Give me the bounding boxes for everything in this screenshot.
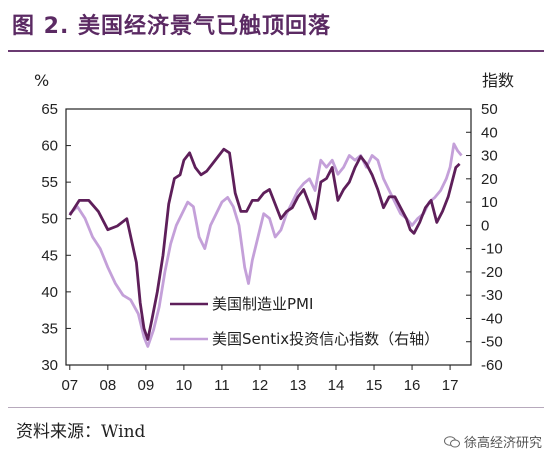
left-tick-label: 65 xyxy=(41,101,58,118)
right-tick-label: 50 xyxy=(481,101,498,118)
x-tick-label: 15 xyxy=(366,377,383,394)
right-axis-ticks: -60 -50 -40 -30 -20 -10 0 10 20 30 40 50 xyxy=(466,101,503,374)
title-divider xyxy=(8,50,544,52)
source-note: 资料来源：Wind xyxy=(16,422,146,442)
left-tick-label: 45 xyxy=(41,247,58,264)
right-tick-label: 20 xyxy=(481,171,498,188)
right-tick-label: -20 xyxy=(481,264,503,281)
right-tick-label: -60 xyxy=(481,357,503,374)
watermark: 徐高经济研究 xyxy=(443,432,542,451)
sentix-series-line xyxy=(68,142,463,348)
x-tick-label: 14 xyxy=(328,377,345,394)
x-axis-ticks: 07 08 09 10 11 12 13 14 15 16 17 xyxy=(61,365,458,394)
footer-divider xyxy=(8,407,544,408)
wechat-icon xyxy=(443,435,460,447)
right-tick-label: 30 xyxy=(481,148,498,165)
pmi-series-line xyxy=(68,147,461,341)
legend-label-sentix: 美国Sentix投资信心指数（右轴） xyxy=(212,330,439,348)
right-tick-label: -50 xyxy=(481,334,503,351)
figure-title: 图 2. 美国经济景气已触顶回落 xyxy=(12,14,331,39)
right-tick-label: -40 xyxy=(481,310,503,327)
right-tick-label: 0 xyxy=(481,217,489,234)
left-axis-ticks: 30 35 40 45 50 55 60 65 xyxy=(41,101,71,374)
x-tick-label: 17 xyxy=(442,377,459,394)
chart-legend: 美国制造业PMI 美国Sentix投资信心指数（右轴） xyxy=(170,295,439,348)
left-tick-label: 30 xyxy=(41,357,58,374)
x-tick-label: 10 xyxy=(176,377,193,394)
plot-frame xyxy=(65,108,472,366)
legend-label-pmi: 美国制造业PMI xyxy=(212,295,313,313)
x-tick-label: 09 xyxy=(138,377,155,394)
left-tick-label: 35 xyxy=(41,320,58,337)
right-axis-unit: 指数 xyxy=(482,71,514,90)
x-tick-label: 07 xyxy=(61,377,78,394)
right-tick-label: 40 xyxy=(481,124,498,141)
watermark-text: 徐高经济研究 xyxy=(463,436,542,451)
x-tick-label: 08 xyxy=(99,377,116,394)
left-axis-unit: % xyxy=(34,71,49,90)
left-tick-label: 60 xyxy=(41,138,58,155)
x-tick-label: 11 xyxy=(214,377,230,394)
x-tick-label: 12 xyxy=(252,377,269,394)
right-tick-label: -30 xyxy=(481,287,503,304)
right-tick-label: 10 xyxy=(481,194,498,211)
right-tick-label: -10 xyxy=(481,241,503,258)
left-tick-label: 50 xyxy=(41,211,58,228)
left-tick-label: 40 xyxy=(41,284,58,301)
x-tick-label: 13 xyxy=(290,377,307,394)
left-tick-label: 55 xyxy=(41,174,58,191)
x-tick-label: 16 xyxy=(404,377,421,394)
